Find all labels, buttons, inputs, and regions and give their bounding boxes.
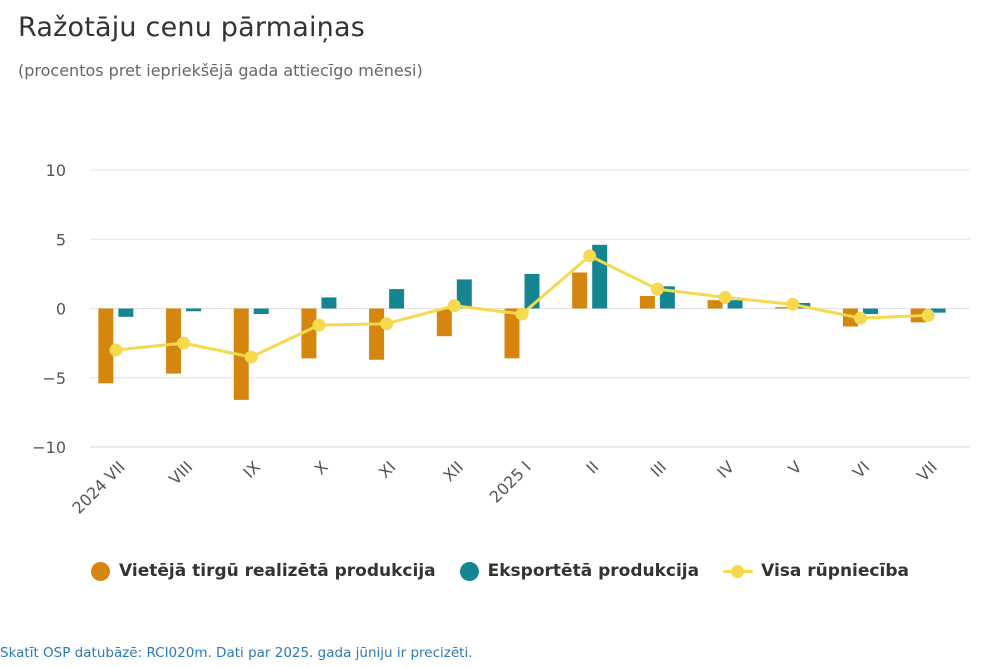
- y-tick-label: −5: [42, 369, 66, 388]
- bar-domestic[interactable]: [572, 272, 588, 309]
- x-tick-label: XII: [439, 457, 467, 485]
- y-tick-label: 5: [56, 230, 66, 249]
- legend-swatch-domestic: [91, 561, 111, 581]
- line-series: [109, 249, 935, 364]
- legend-swatch-total: [723, 562, 754, 581]
- bar-export[interactable]: [456, 279, 472, 309]
- point-total[interactable]: [312, 318, 326, 332]
- x-tick-label: IX: [240, 457, 265, 482]
- legend-item-total[interactable]: Visa rūpniecība: [723, 561, 909, 581]
- bar-domestic[interactable]: [707, 300, 723, 309]
- y-tick-labels: 10 5 0 −5 −10: [32, 161, 66, 457]
- x-tick-label: VI: [849, 457, 874, 482]
- footer-source-link[interactable]: Skatīt OSP datubāzē: RCI020m. Dati par 2…: [0, 645, 473, 661]
- bar-export[interactable]: [389, 289, 405, 309]
- bar-domestic[interactable]: [301, 308, 317, 359]
- legend-item-domestic[interactable]: Vietējā tirgū realizētā produkcija: [91, 561, 436, 581]
- point-total[interactable]: [583, 249, 597, 263]
- bar-export[interactable]: [862, 308, 878, 315]
- legend: Vietējā tirgū realizētā produkcija Ekspo…: [0, 561, 1000, 581]
- legend-label-domestic: Vietējā tirgū realizētā produkcija: [119, 561, 436, 581]
- point-total[interactable]: [650, 282, 664, 296]
- x-tick-labels: 2024 VII VIII IX X XI XII 2025 I II III IV V VI VII: [68, 457, 941, 517]
- bar-export[interactable]: [253, 308, 269, 315]
- x-tick-label: 2025 I: [486, 457, 535, 506]
- bar-domestic[interactable]: [639, 296, 655, 309]
- point-total[interactable]: [853, 311, 867, 325]
- x-tick-label: III: [647, 457, 670, 480]
- bar-domestic[interactable]: [98, 308, 114, 384]
- point-total[interactable]: [786, 297, 800, 311]
- point-total[interactable]: [515, 307, 529, 321]
- x-tick-label: II: [582, 457, 602, 477]
- chart-subtitle: (procentos pret iepriekšējā gada attiecī…: [18, 61, 423, 80]
- bar-export[interactable]: [524, 273, 540, 309]
- bar-export[interactable]: [592, 244, 608, 309]
- point-total[interactable]: [921, 308, 935, 322]
- legend-label-total: Visa rūpniecība: [761, 561, 909, 581]
- y-tick-label: 10: [46, 161, 66, 180]
- x-tick-label: V: [784, 457, 805, 478]
- point-total[interactable]: [244, 350, 258, 364]
- bar-domestic[interactable]: [369, 308, 385, 360]
- x-tick-label: X: [311, 457, 332, 478]
- bar-domestic[interactable]: [166, 308, 182, 374]
- bar-export[interactable]: [321, 297, 337, 309]
- bar-domestic[interactable]: [775, 307, 791, 309]
- legend-item-export[interactable]: Eksportētā produkcija: [459, 561, 700, 581]
- point-total[interactable]: [109, 343, 123, 357]
- bar-export[interactable]: [118, 308, 134, 317]
- point-total[interactable]: [177, 336, 191, 350]
- bar-export[interactable]: [727, 300, 743, 309]
- point-total[interactable]: [447, 299, 461, 313]
- bar-series: [98, 244, 946, 400]
- x-tick-label: VIII: [165, 457, 196, 488]
- bar-domestic[interactable]: [436, 308, 452, 337]
- chart-title: Ražotāju cenu pārmaiņas: [18, 12, 365, 43]
- x-tick-label: 2024 VII: [68, 457, 128, 517]
- point-total[interactable]: [380, 317, 394, 331]
- bar-export[interactable]: [930, 308, 946, 313]
- y-tick-label: −10: [32, 438, 66, 457]
- x-tick-label: IV: [713, 457, 738, 482]
- bar-export[interactable]: [186, 308, 202, 312]
- y-tick-label: 0: [56, 300, 66, 319]
- point-total[interactable]: [718, 290, 732, 304]
- legend-label-export: Eksportētā produkcija: [487, 561, 700, 581]
- legend-swatch-export: [459, 561, 479, 581]
- x-tick-label: VII: [913, 457, 941, 485]
- bar-domestic[interactable]: [504, 308, 520, 359]
- x-tick-label: XI: [375, 457, 400, 482]
